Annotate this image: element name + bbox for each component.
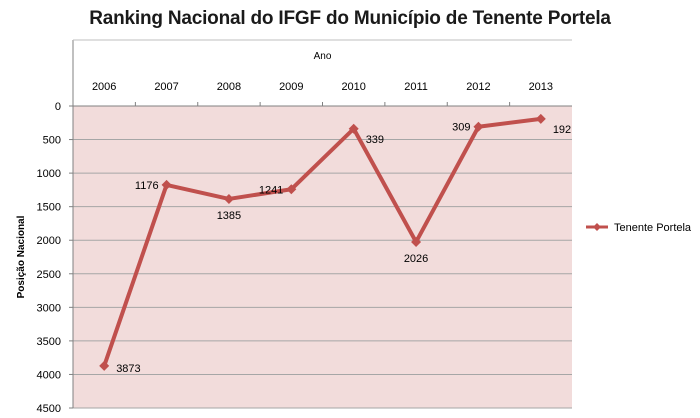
y-tick-label: 3000 bbox=[37, 302, 61, 314]
legend: Tenente Portela bbox=[586, 222, 692, 234]
x-axis: 2006 2007 2008 2009 2010 2011 2012 2013 bbox=[72, 39, 572, 408]
data-point-marker bbox=[223, 193, 234, 204]
data-point-marker bbox=[348, 123, 359, 134]
data-label: 1241 bbox=[259, 184, 283, 196]
y-tick-label: 4000 bbox=[37, 369, 61, 381]
data-label: 1385 bbox=[217, 210, 241, 222]
x-tick-label: 2013 bbox=[529, 81, 553, 93]
y-tick-label: 4500 bbox=[37, 403, 61, 415]
y-axis-title: Posição Nacional bbox=[16, 215, 27, 298]
x-tick-label: 2012 bbox=[466, 81, 490, 93]
data-label: 192 bbox=[553, 124, 571, 136]
series-line bbox=[102, 116, 543, 368]
legend-diamond-icon bbox=[593, 223, 601, 231]
data-point-marker bbox=[99, 360, 110, 371]
data-label: 309 bbox=[452, 122, 470, 134]
y-tick-label: 3500 bbox=[37, 336, 61, 348]
y-tick-label: 2000 bbox=[37, 235, 61, 247]
series-tenente-portela: 3873 1176 1385 1241 339 2026 309 192 bbox=[99, 113, 571, 375]
x-tick-label: 2010 bbox=[341, 81, 365, 93]
y-tick-label: 0 bbox=[55, 101, 61, 113]
data-label: 1176 bbox=[135, 180, 159, 192]
x-tick-label: 2006 bbox=[92, 81, 116, 93]
chart-title: Ranking Nacional do IFGF do Município de… bbox=[89, 8, 611, 29]
data-point-marker bbox=[286, 184, 297, 195]
x-axis-title: Ano bbox=[314, 51, 332, 62]
y-tick-label: 2500 bbox=[37, 269, 61, 281]
legend-label: Tenente Portela bbox=[614, 222, 692, 234]
data-point-marker bbox=[535, 113, 546, 124]
data-label: 339 bbox=[366, 134, 384, 146]
x-tick-label: 2008 bbox=[217, 81, 241, 93]
y-tick-label: 1000 bbox=[37, 168, 61, 180]
data-label: 3873 bbox=[116, 363, 140, 375]
y-axis: 0 500 1000 1500 2000 2500 3000 3500 4000 4500 bbox=[37, 101, 73, 415]
data-point-marker bbox=[161, 179, 172, 190]
plot-area bbox=[73, 106, 572, 408]
x-tick-label: 2007 bbox=[154, 81, 178, 93]
x-tick-label: 2011 bbox=[404, 81, 428, 93]
data-point-marker bbox=[473, 121, 484, 132]
y-tick-label: 500 bbox=[43, 135, 61, 147]
y-tick-label: 1500 bbox=[37, 202, 61, 214]
x-tick-label: 2009 bbox=[279, 81, 303, 93]
data-label: 2026 bbox=[404, 253, 428, 265]
data-point-marker bbox=[411, 236, 422, 247]
